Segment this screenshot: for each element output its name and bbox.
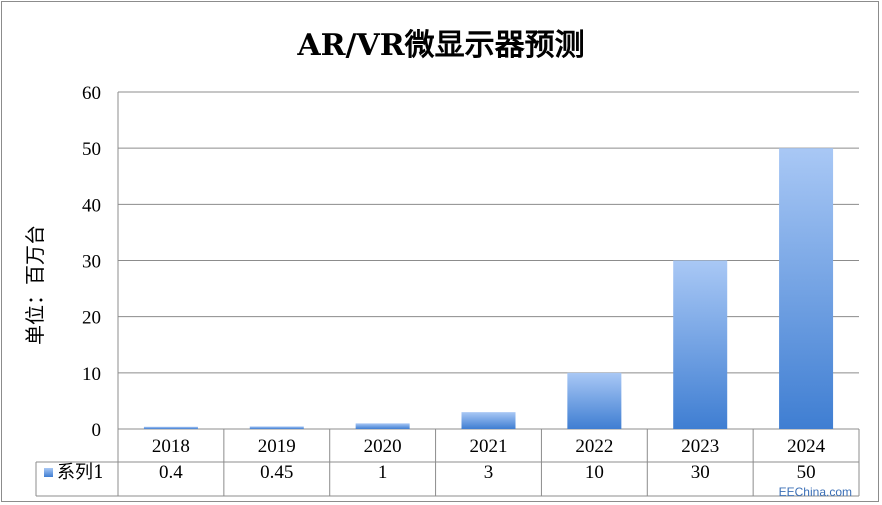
y-tick-label: 0 xyxy=(92,420,102,441)
data-table-value: 50 xyxy=(797,462,816,483)
y-tick-label: 50 xyxy=(82,139,101,160)
chart-title: AR/VR微显示器预测 xyxy=(296,28,584,63)
data-table-value: 0.45 xyxy=(260,462,293,483)
bar xyxy=(673,260,728,429)
data-table-value: 3 xyxy=(484,462,494,483)
gridlines xyxy=(117,91,859,496)
data-table-value: 30 xyxy=(691,462,710,483)
x-tick-label: 2019 xyxy=(258,436,296,457)
bar xyxy=(143,426,198,429)
data-table: 2018 2019 2020 2021 2022 2023 2024 0.4 0.45 1 3 10 3… xyxy=(35,429,860,497)
bars xyxy=(143,148,834,429)
x-tick-label: 2024 xyxy=(787,436,826,457)
x-tick-label: 2023 xyxy=(681,436,719,457)
bar xyxy=(779,148,834,429)
bar xyxy=(249,426,304,429)
y-tick-labels: 0 10 20 30 40 50 60 xyxy=(82,83,101,441)
x-tick-label: 2020 xyxy=(364,436,402,457)
y-tick-label: 20 xyxy=(82,308,101,329)
data-table-value: 10 xyxy=(585,462,604,483)
watermark: EEChina.com xyxy=(779,485,852,499)
y-tick-label: 10 xyxy=(82,364,101,385)
y-tick-label: 60 xyxy=(82,83,101,104)
bar xyxy=(567,372,622,429)
x-tick-label: 2021 xyxy=(470,436,508,457)
x-tick-label: 2022 xyxy=(575,436,613,457)
x-tick-label: 2018 xyxy=(152,436,190,457)
y-tick-label: 40 xyxy=(82,195,101,216)
data-table-value: 0.4 xyxy=(159,462,183,483)
legend-label: 系列1 xyxy=(57,462,104,483)
legend-swatch xyxy=(44,468,53,477)
data-table-value: 1 xyxy=(378,462,388,483)
bar xyxy=(355,423,410,429)
y-tick-label: 30 xyxy=(82,252,101,273)
y-axis-label: 单位：百万台 xyxy=(23,225,47,345)
bar xyxy=(461,412,516,429)
